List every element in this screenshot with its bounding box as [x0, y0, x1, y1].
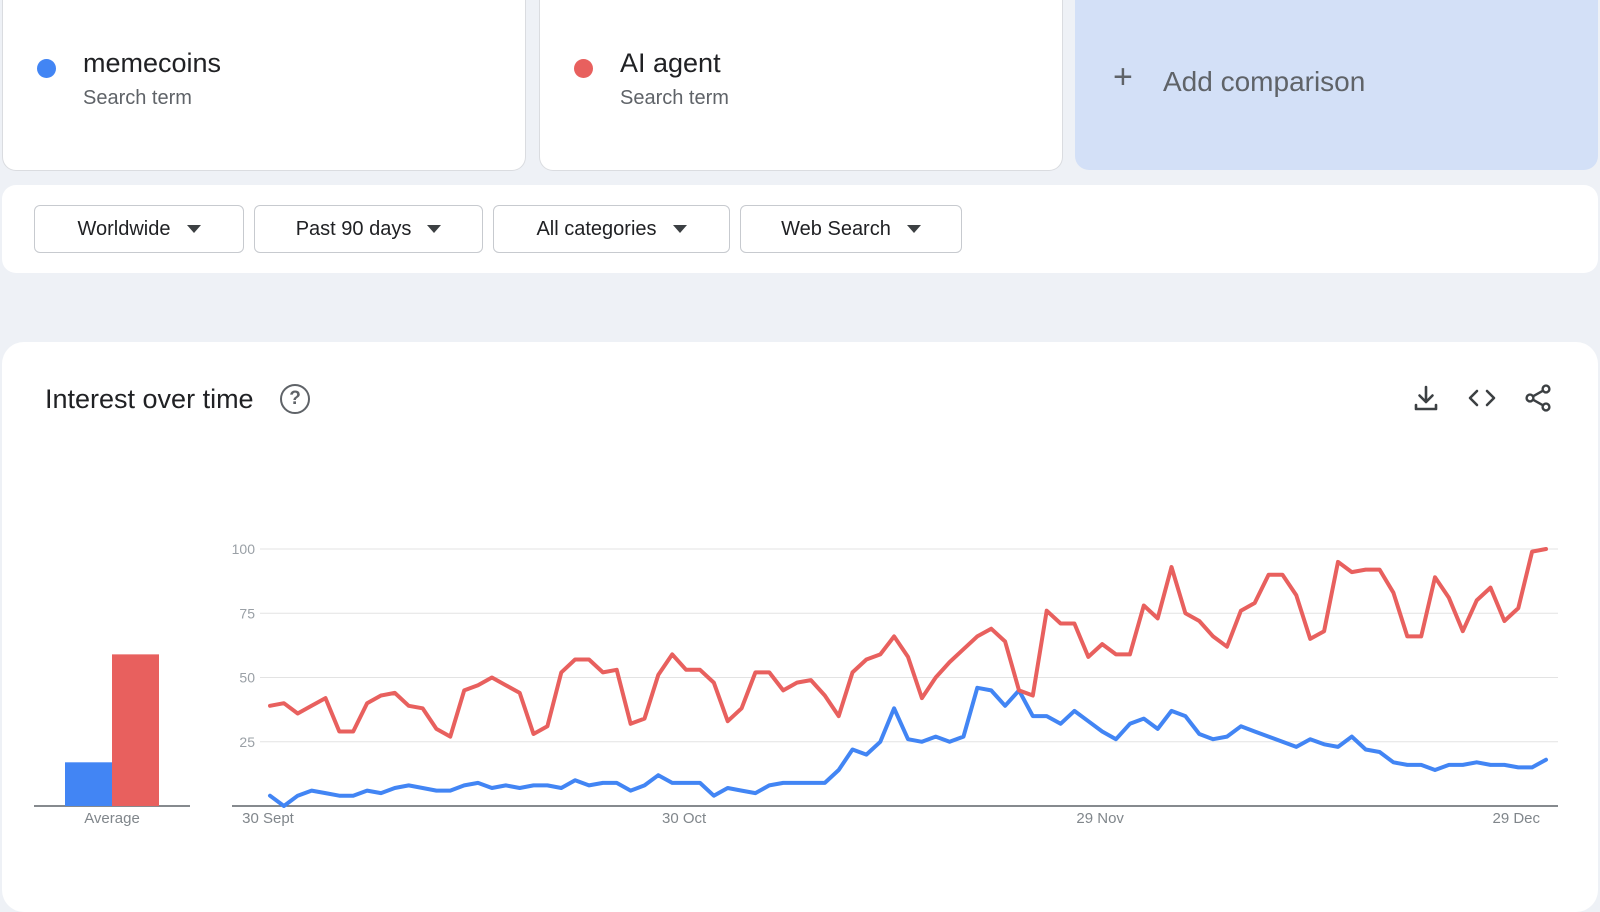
search-term-name[interactable]: memecoins [83, 48, 222, 78]
plus-icon: + [1113, 58, 1133, 96]
y-tick-label: 25 [239, 734, 255, 750]
x-tick-label: 29 Dec [1492, 810, 1540, 827]
search-term-card-memecoins[interactable]: memecoins Search term [2, 0, 526, 171]
region-dropdown-label: Worldwide [77, 217, 171, 240]
x-tick-label: 30 Sept [242, 810, 295, 827]
download-icon[interactable] [1411, 383, 1441, 413]
share-icon[interactable] [1523, 383, 1553, 413]
search-term-card-ai-agent[interactable]: AI agent Search term [539, 0, 1063, 171]
period-dropdown[interactable]: Past 90 days [254, 205, 483, 253]
chart-title: Interest over time [45, 384, 254, 414]
search-term-type: Search term [83, 87, 192, 109]
embed-code-icon[interactable] [1467, 383, 1497, 413]
search-term-type: Search term [620, 87, 729, 109]
average-bar-memecoins[interactable] [65, 762, 112, 806]
caret-down-icon [672, 225, 687, 233]
caret-down-icon [906, 225, 921, 233]
add-comparison-button[interactable]: + Add comparison [1075, 0, 1598, 170]
search-term-name[interactable]: AI agent [620, 48, 721, 78]
add-comparison-label: Add comparison [1163, 66, 1366, 97]
average-bar-chart: Average [34, 654, 190, 827]
y-tick-label: 50 [239, 670, 255, 686]
average-label: Average [84, 810, 140, 827]
x-tick-label: 30 Oct [662, 810, 707, 827]
interest-line-chart: 25 50 75 100 30 Sept 30 Oct 29 Nov 29 Dec [232, 541, 1558, 827]
series-line-memecoins[interactable] [268, 685, 1548, 808]
period-dropdown-label: Past 90 days [295, 217, 412, 240]
x-tick-label: 29 Nov [1076, 810, 1124, 827]
search-type-dropdown[interactable]: Web Search [740, 205, 962, 253]
category-dropdown[interactable]: All categories [493, 205, 730, 253]
region-dropdown[interactable]: Worldwide [34, 205, 244, 253]
average-bar-ai-agent[interactable] [112, 654, 159, 806]
caret-down-icon [186, 225, 201, 233]
search-type-dropdown-label: Web Search [781, 217, 891, 240]
series-color-dot [37, 59, 56, 78]
category-dropdown-label: All categories [536, 217, 657, 240]
help-icon[interactable]: ? [280, 384, 310, 414]
interest-over-time-card: Interest over time ? Average 25 50 75 100 30… [2, 342, 1598, 912]
y-tick-label: 75 [239, 605, 255, 621]
caret-down-icon [427, 225, 442, 233]
filter-bar: Worldwide Past 90 days All categories We… [2, 185, 1598, 273]
series-line-ai-agent[interactable] [268, 547, 1548, 739]
interest-chart: Average 25 50 75 100 30 Sept 30 Oct 29 Nov 29 D… [34, 541, 1558, 827]
y-tick-label: 100 [232, 541, 256, 557]
series-color-dot [574, 59, 593, 78]
